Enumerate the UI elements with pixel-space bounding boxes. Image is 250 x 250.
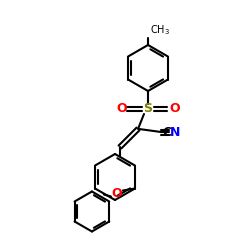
Text: CH$_3$: CH$_3$	[150, 23, 170, 37]
Text: O: O	[116, 102, 127, 116]
Text: S: S	[144, 102, 152, 116]
Text: O: O	[112, 187, 122, 200]
Text: N: N	[170, 126, 180, 138]
Text: O: O	[169, 102, 179, 116]
Text: C: C	[162, 126, 171, 138]
